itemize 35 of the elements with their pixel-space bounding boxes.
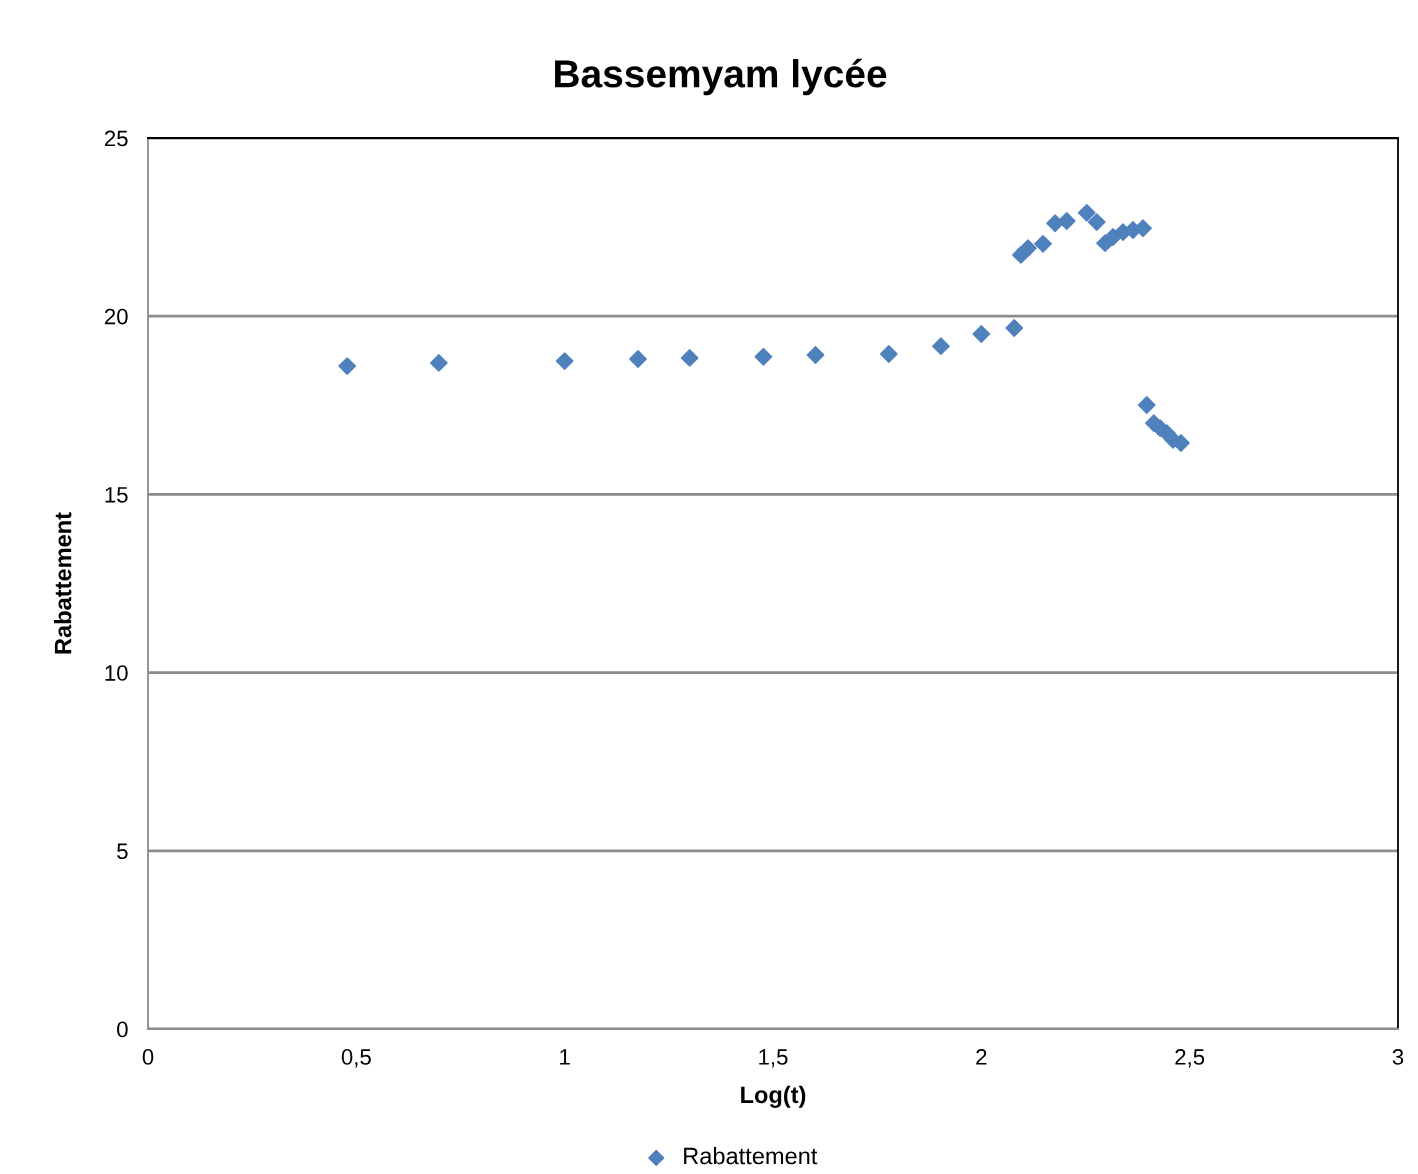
y-tick-label: 5: [117, 843, 128, 860]
point: [879, 345, 898, 363]
point: [1087, 213, 1106, 232]
point: [1077, 203, 1096, 222]
point: [1137, 396, 1156, 414]
point: [1019, 239, 1037, 258]
point: [932, 337, 950, 356]
x-tick-label: 1: [560, 1049, 570, 1065]
x-tick-label: 0: [142, 1049, 154, 1065]
x-axis-title: Log(t): [741, 1085, 806, 1108]
point: [338, 357, 357, 376]
point: [1005, 319, 1024, 337]
y-tick-label: 10: [105, 665, 128, 681]
chart-title: Bassemyam lycée: [555, 58, 887, 96]
x-tick-label: 3: [1392, 1049, 1404, 1065]
x-tick-label: 0,5: [341, 1049, 371, 1068]
point: [680, 348, 699, 367]
y-axis-title: Rabattement: [54, 512, 72, 654]
y-tick-label: 0: [117, 1021, 128, 1038]
point: [972, 325, 991, 343]
point: [555, 352, 574, 371]
point: [629, 350, 647, 368]
x-tick-label: 1,5: [759, 1049, 788, 1068]
point: [806, 346, 825, 364]
point: [1057, 212, 1076, 230]
y-tick-label: 15: [105, 487, 128, 503]
x-tick-label: 2: [976, 1049, 987, 1065]
legend-label: Rabattement: [684, 1146, 818, 1165]
point: [754, 347, 773, 366]
y-tick-label: 25: [104, 130, 128, 147]
point: [429, 353, 448, 372]
point: [1034, 234, 1052, 253]
x-tick-label: 2,5: [1175, 1049, 1205, 1068]
point: [1104, 228, 1122, 246]
y-tick-label: 20: [104, 308, 128, 325]
